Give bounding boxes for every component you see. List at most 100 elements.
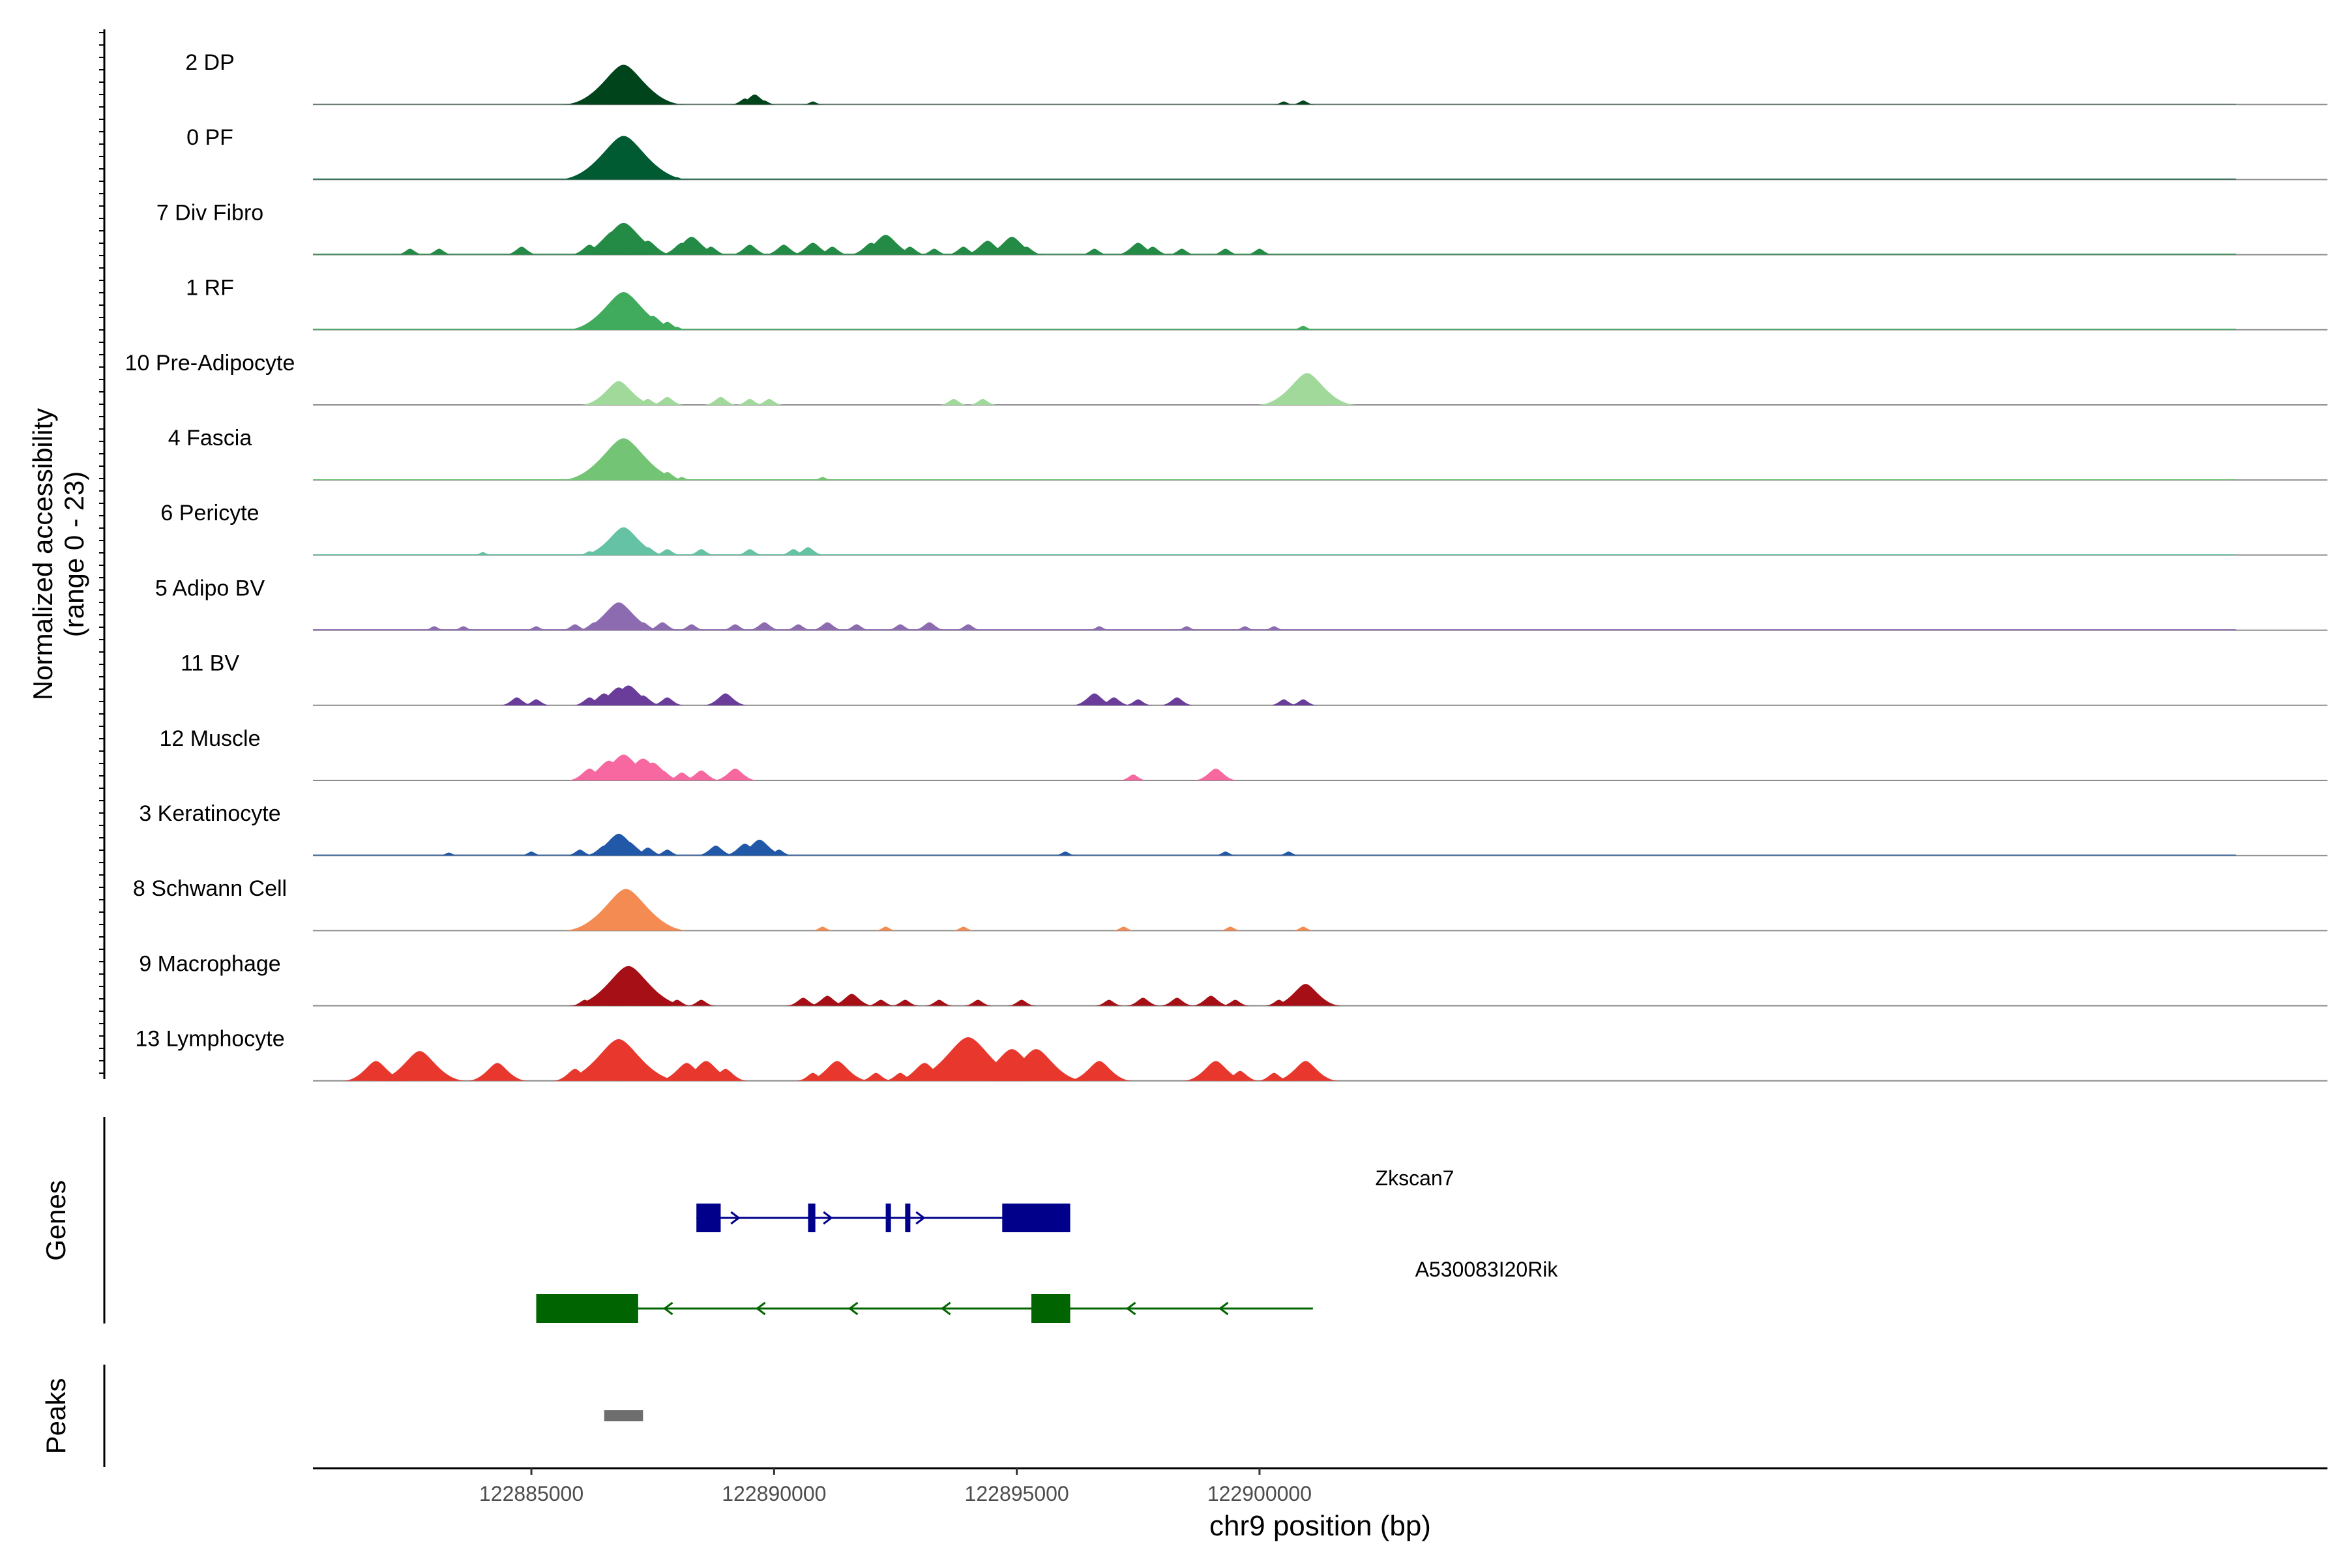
accessibility-peak (951, 926, 976, 931)
accessibility-peak (810, 926, 835, 931)
accessibility-peak (790, 243, 836, 255)
accessibility-peak (754, 398, 784, 405)
gene-a530083i20rik: A530083I20Rik (536, 1258, 1559, 1323)
exon (885, 1204, 891, 1232)
accessibility-peak (662, 999, 692, 1006)
background-signal (313, 178, 2236, 180)
accessibility-peak (643, 98, 673, 105)
accessibility-peak (642, 770, 683, 780)
accessibility-peak (630, 547, 666, 555)
accessibility-peak (967, 398, 998, 405)
accessibility-peak (424, 248, 454, 255)
accessibility-peak (890, 999, 920, 1006)
track-12: 8 Schwann Cell (133, 876, 2327, 932)
accessibility-peak (681, 770, 722, 780)
accessibility-axis-ticks (99, 32, 104, 1074)
accessibility-peak (652, 925, 683, 931)
accessibility-peak (588, 902, 679, 931)
accessibility-peak (702, 1069, 749, 1081)
accessibility-peak (763, 244, 804, 255)
accessibility-peak (764, 850, 794, 856)
coverage-tracks: 2 DP 0 PF 7 Div Fibro 1 RF 10 Pre-Adipocyte 4… (125, 50, 2327, 1082)
accessibility-peak (1094, 999, 1124, 1006)
background-signal (313, 854, 2236, 856)
accessibility-peak (810, 622, 846, 630)
accessibility-peak (851, 235, 920, 255)
x-tick-label: 122895000 (965, 1482, 1069, 1505)
accessibility-peak (731, 839, 788, 856)
accessibility-peak (519, 851, 544, 856)
track-label: 4 Fascia (168, 426, 252, 451)
accessibility-peak (939, 398, 969, 405)
x-tick-label: 122900000 (1207, 1482, 1312, 1505)
accessibility-peak (1218, 926, 1243, 931)
track-label: 3 Keratinocyte (139, 801, 280, 826)
accessibility-peak (677, 624, 707, 630)
gene-annotations: Zkscan7 A530083I20Rik (536, 1166, 1559, 1323)
track-label: 13 Lymphocyte (135, 1027, 284, 1052)
accessibility-peak (649, 472, 685, 481)
accessibility-peak (499, 697, 535, 705)
accessibility-peak (1288, 699, 1318, 705)
background-signal (313, 329, 2236, 330)
strand-arrow (823, 1211, 833, 1225)
gene-label: Zkscan7 (1376, 1166, 1454, 1190)
track-1: 2 DP (185, 50, 2327, 106)
accessibility-peak (893, 246, 928, 255)
accessibility-peak (730, 244, 771, 255)
accessibility-peak (802, 101, 824, 105)
track-7: 6 Pericyte (160, 501, 2327, 556)
accessibility-peak (1118, 774, 1148, 780)
accessibility-peak (786, 998, 821, 1006)
x-tick-label: 122890000 (722, 1482, 826, 1505)
accessibility-peak (874, 926, 898, 931)
accessibility-peak (472, 552, 494, 555)
accessibility-peak (720, 624, 750, 630)
accessibility-peak (1071, 693, 1117, 705)
track-label: 10 Pre-Adipocyte (125, 351, 295, 376)
genes-panel-title: Genes (40, 1180, 71, 1261)
track-label: 1 RF (186, 276, 234, 301)
accessibility-peak (1080, 248, 1110, 255)
accessibility-peak (625, 622, 661, 630)
accessibility-peak (649, 396, 685, 405)
accessibility-peak (1190, 996, 1232, 1006)
accessibility-peak (565, 850, 595, 856)
accessibility-peak (524, 626, 548, 630)
track-label: 12 Muscle (160, 726, 261, 751)
accessibility-peak (635, 998, 671, 1006)
track-4: 1 RF (186, 276, 2327, 331)
accessibility-peak (783, 624, 814, 630)
strand-arrow (915, 1211, 926, 1225)
exon (905, 1204, 911, 1232)
strand-arrow (730, 1211, 741, 1225)
accessibility-peak (735, 549, 765, 555)
exon (1031, 1294, 1070, 1323)
accessibility-peak (919, 248, 949, 255)
accessibility-peak (1233, 626, 1257, 630)
accessibility-peak (858, 1072, 894, 1081)
accessibility-peak (686, 549, 716, 555)
track-label: 11 BV (181, 651, 239, 676)
accessibility-peak (1220, 999, 1250, 1006)
accessibility-peak (1123, 699, 1153, 705)
accessibility-peak (1159, 697, 1195, 705)
accessibility-peak (617, 1071, 658, 1081)
track-13: 9 Macrophage (139, 951, 2327, 1007)
accessibility-peak (829, 994, 875, 1006)
accessibility-peak (1007, 999, 1037, 1006)
accessibility-peak (812, 477, 834, 481)
accessibility-peak (667, 177, 687, 180)
gene-label: A530083I20Rik (1415, 1258, 1559, 1281)
accessibility-peak (746, 622, 782, 630)
accessibility-peak (1291, 325, 1316, 330)
accessibility-peak (1065, 1061, 1134, 1081)
track-label: 8 Schwann Cell (133, 876, 287, 901)
exon (1002, 1204, 1070, 1232)
accessibility-peak (752, 100, 776, 105)
accessibility-peak (885, 624, 915, 630)
accessibility-peak (1211, 248, 1241, 255)
accessibility-peak (630, 848, 666, 856)
strand-arrow (1218, 1301, 1229, 1316)
